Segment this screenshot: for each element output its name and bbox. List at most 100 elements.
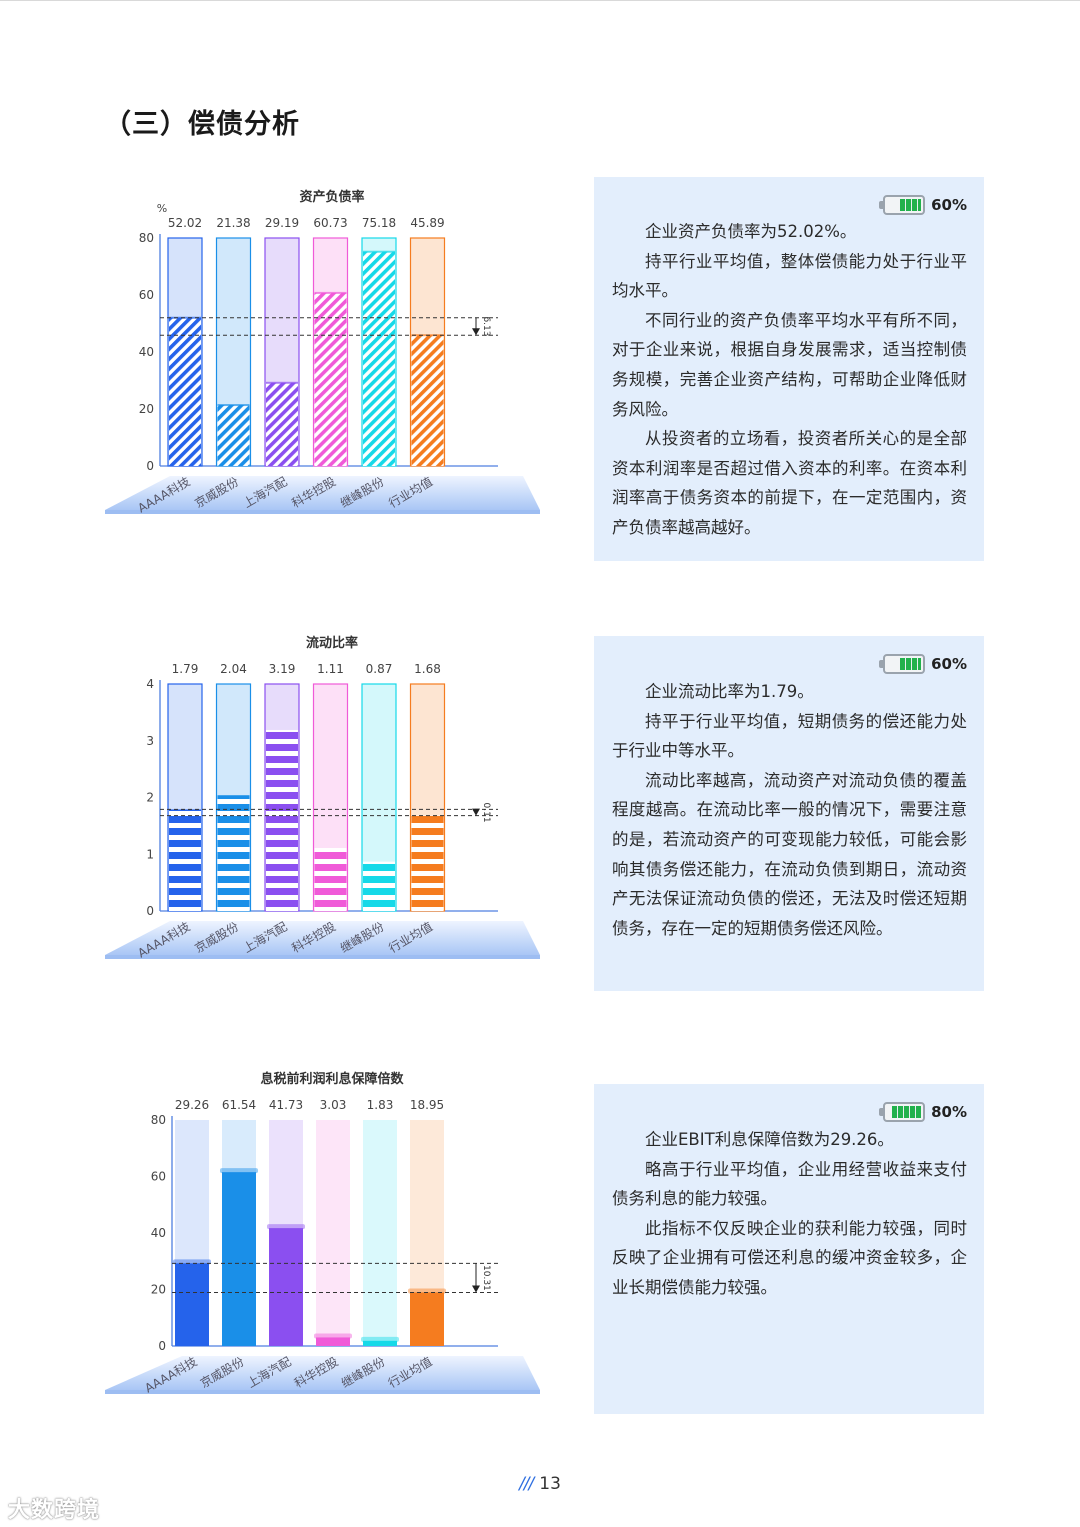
bar-background	[316, 1120, 350, 1346]
bar	[316, 1337, 350, 1346]
top-divider	[0, 0, 1080, 1]
y-tick-label: 0	[158, 1339, 166, 1353]
data-label: 60.73	[313, 216, 347, 230]
debt-ratio-chart: 资产负债率% 0 20 40 60 80 52.02 AAAA科技 21.38 京威股份 29.19…	[100, 178, 550, 528]
y-tick-label: 0	[146, 459, 154, 473]
chart-title: 息税前利润利息保障倍数	[260, 1071, 404, 1087]
interest-coverage-analysis-panel: 80% 企业EBIT利息保障倍数为29.26。 略高于行业平均值，企业用经营收益…	[594, 1084, 984, 1414]
bar	[169, 317, 201, 466]
chart-base-platform	[105, 1356, 540, 1390]
y-tick-label: 40	[151, 1226, 166, 1240]
analysis-paragraph: 此指标不仅反映企业的获利能力较强，同时反映了企业拥有可偿还利息的缓冲资金较多，企…	[612, 1218, 967, 1297]
data-label: 0.87	[366, 662, 393, 676]
data-label: 1.83	[367, 1098, 394, 1112]
bar-cap	[314, 1333, 352, 1339]
data-label: 29.19	[265, 216, 299, 230]
bar	[363, 251, 395, 466]
chart-title: 资产负债率	[299, 189, 364, 205]
chart-svg: 流动比率012341.79AAAA科技2.04京威股份3.19上海汽配1.11科…	[105, 635, 540, 961]
bar	[411, 335, 444, 466]
y-tick-label: 60	[151, 1170, 166, 1184]
y-tick-label: 2	[146, 791, 154, 805]
debt-ratio-analysis-panel: 60% 企业资产负债率为52.02%。 持平行业平均值，整体偿债能力处于行业平均…	[594, 177, 984, 561]
y-tick-label: 80	[139, 231, 154, 245]
data-label: 1.79	[172, 662, 199, 676]
rating-value: 60%	[931, 655, 967, 673]
bar	[411, 815, 444, 911]
analysis-paragraph: 持平行业平均值，整体偿债能力处于行业平均水平。	[612, 251, 967, 301]
bar	[266, 729, 298, 911]
rating-value: 80%	[931, 1103, 967, 1121]
y-tick-label: 20	[139, 402, 154, 416]
rating-indicator: 80%	[879, 1102, 967, 1122]
data-label: 3.03	[320, 1098, 347, 1112]
bar	[217, 795, 250, 911]
chart-title: 流动比率	[306, 635, 358, 651]
bar-top-edge	[363, 250, 395, 253]
watermark-logo: 大数跨境	[8, 1498, 101, 1523]
analysis-paragraph: 企业流动比率为1.79。	[645, 682, 814, 701]
chart-svg: 资产负债率%02040608052.02AAAA科技21.38京威股份29.19…	[105, 189, 540, 516]
y-tick-label: 0	[146, 904, 154, 918]
analysis-paragraph: 流动比率越高，流动资产对流动负债的覆盖程度越高。在流动比率一般的情况下，需要注意…	[612, 770, 967, 938]
data-label: 3.19	[269, 662, 296, 676]
data-label: 1.11	[317, 662, 344, 676]
chart-base-edge	[105, 955, 540, 959]
analysis-paragraph: 企业资产负债率为52.02%。	[645, 222, 857, 241]
bar-cap	[220, 1168, 258, 1174]
chart-svg: 息税前利润利息保障倍数02040608029.26AAAA科技61.54京威股份…	[105, 1071, 540, 1396]
section-title: （三）偿债分析	[104, 109, 300, 140]
data-label: 2.04	[220, 662, 247, 676]
y-tick-label: 4	[146, 677, 154, 691]
bar	[410, 1292, 444, 1346]
analysis-paragraph: 企业EBIT利息保障倍数为29.26。	[645, 1130, 894, 1149]
chart-base-platform	[105, 476, 540, 510]
difference-label: 0.11	[481, 803, 491, 823]
current-ratio-analysis-panel: 60% 企业流动比率为1.79。 持平于行业平均值，短期债务的偿还能力处于行业中…	[594, 636, 984, 991]
page-number: /// 13	[0, 1474, 1080, 1494]
bar-cap	[267, 1224, 305, 1230]
chart-base-platform	[105, 921, 540, 955]
data-label: 61.54	[222, 1098, 256, 1112]
data-label: 21.38	[216, 216, 250, 230]
bar-top-edge	[266, 381, 298, 384]
bar-top-edge	[314, 291, 347, 294]
rating-indicator: 60%	[879, 654, 967, 674]
battery-icon	[879, 195, 926, 215]
y-tick-label: 3	[146, 734, 154, 748]
data-label: 45.89	[410, 216, 444, 230]
bar	[217, 405, 250, 466]
interest-coverage-chart: 息税前利润利息保障倍数 0 20 40 60 80 29.26 AAAA科技 61.54 京威股份…	[100, 1060, 550, 1410]
bar	[269, 1228, 303, 1346]
bar-top-edge	[217, 404, 250, 407]
y-axis-unit: %	[157, 202, 167, 215]
bar	[314, 848, 347, 911]
data-label: 18.95	[410, 1098, 444, 1112]
data-label: 52.02	[168, 216, 202, 230]
data-label: 29.26	[175, 1098, 209, 1112]
analysis-paragraph: 持平于行业平均值，短期债务的偿还能力处于行业中等水平。	[612, 711, 967, 761]
data-label: 1.68	[414, 662, 441, 676]
difference-label: 6.13	[481, 316, 491, 336]
bar-cap	[173, 1259, 211, 1265]
bar	[363, 1340, 397, 1346]
page-number-value: 13	[539, 1474, 561, 1494]
bar	[314, 292, 347, 466]
arrow-head-icon	[472, 1285, 480, 1293]
arrow-head-icon	[472, 328, 480, 336]
bar	[363, 861, 395, 911]
analysis-paragraph: 从投资者的立场看，投资者所关心的是全部资本利润率是否超过借入资本的利率。在资本利…	[612, 429, 967, 537]
data-label: 75.18	[362, 216, 396, 230]
y-tick-label: 80	[151, 1113, 166, 1127]
bar-cap	[361, 1336, 399, 1342]
battery-icon	[879, 1102, 926, 1122]
bar	[222, 1172, 256, 1346]
bar-background	[363, 1120, 397, 1346]
chart-base-edge	[105, 510, 540, 514]
analysis-paragraph: 略高于行业平均值，企业用经营收益来支付债务利息的能力较强。	[612, 1159, 967, 1209]
rating-value: 60%	[931, 196, 967, 214]
bar	[175, 1263, 209, 1346]
bar	[266, 382, 298, 466]
arrow-head-icon	[472, 808, 480, 816]
chart-base-edge	[105, 1390, 540, 1394]
